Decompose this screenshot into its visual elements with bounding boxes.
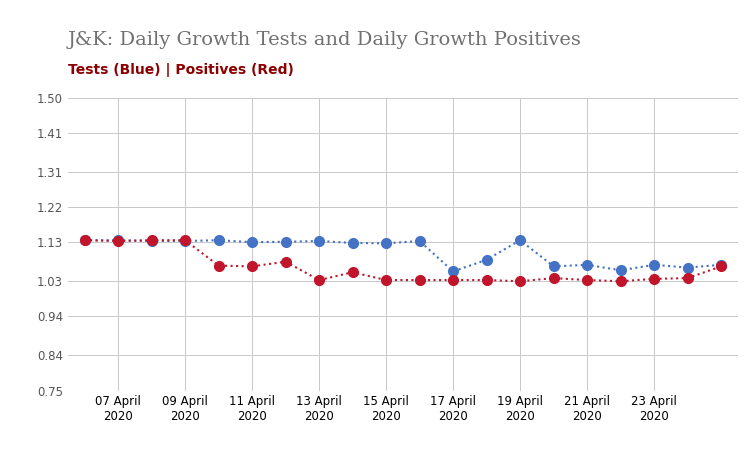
Text: J&K: Daily Growth Tests and Daily Growth Positives: J&K: Daily Growth Tests and Daily Growth… [68, 31, 581, 49]
Text: Tests (Blue) | Positives (Red): Tests (Blue) | Positives (Red) [68, 63, 294, 77]
